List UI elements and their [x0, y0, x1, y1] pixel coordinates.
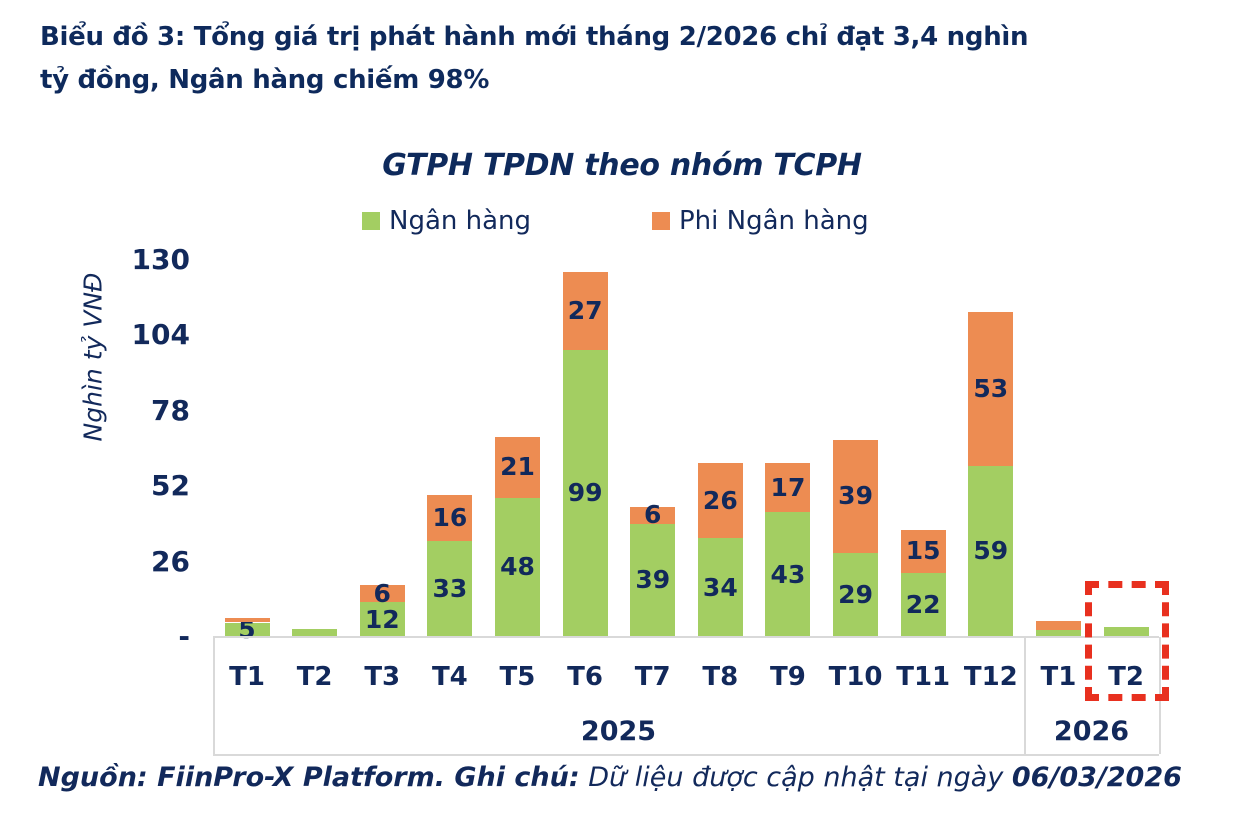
bar-value-label: 17 [770, 472, 806, 502]
bar-segment-non-bank [562, 271, 608, 350]
bar-value-label: 99 [567, 478, 603, 508]
figure-title-line-2: tỷ đồng, Ngân hàng chiếm 98% [40, 65, 490, 95]
bar-value-label: 6 [644, 500, 662, 530]
bar-segment-bank [562, 349, 608, 637]
legend-label-bank: Ngân hàng [389, 206, 532, 236]
x-tick-label: T10 [828, 662, 883, 692]
y-tick-label: - [178, 620, 190, 653]
bar-segment-bank [427, 541, 473, 637]
chart-title: GTPH TPDN theo nhóm TCPH [382, 148, 862, 183]
bar-value-label: 27 [567, 295, 603, 325]
legend-label-non-bank: Phi Ngân hàng [679, 206, 869, 236]
bar-segment-bank [292, 628, 338, 637]
bar-value-label: 53 [973, 374, 1009, 404]
bar-segment-non-bank [1035, 621, 1081, 631]
legend-swatch-non-bank-icon [652, 212, 670, 230]
x-tick-label: T2 [296, 662, 333, 692]
bar-value-label: 59 [973, 536, 1009, 566]
axis-group-separator-0 [213, 637, 215, 754]
x-tick-label: T1 [229, 662, 265, 692]
bar-segment-bank [1035, 630, 1081, 637]
bar-segment-non-bank [494, 436, 540, 498]
x-tick-label: T9 [770, 662, 806, 692]
bar-value-label: 6 [373, 578, 391, 608]
bar-segment-non-bank [833, 439, 879, 553]
bar-value-label: 39 [838, 481, 873, 511]
year-label: 2026 [1053, 716, 1130, 747]
bar-value-label: 26 [702, 485, 738, 515]
bar-segment-bank [1103, 627, 1149, 637]
y-tick-label: 104 [131, 318, 190, 352]
bar-value-label: 21 [500, 452, 535, 482]
bar-segment-bank [630, 523, 676, 637]
legend-swatch-bank-icon [362, 212, 380, 230]
x-tick-label: T8 [702, 662, 739, 692]
axis-group-separator-1 [1024, 637, 1026, 754]
y-tick-label: 78 [151, 393, 190, 427]
legend-item-bank: Ngân hàng [362, 204, 531, 238]
bar-segment-bank [833, 552, 879, 637]
bar-segment-non-bank [765, 463, 811, 513]
bar-segment-non-bank [968, 312, 1014, 466]
x-tick-label: T3 [364, 662, 401, 692]
bar-segment-non-bank [359, 584, 405, 603]
bar-segment-bank [765, 512, 811, 637]
y-tick-label: 130 [131, 243, 190, 276]
source-note: Nguồn: FiinPro-X Platform. Ghi chú: Dữ l… [38, 762, 1228, 793]
x-axis-baseline [213, 636, 1159, 638]
bar-segment-non-bank [697, 463, 743, 539]
bar-segment-non-bank [630, 506, 676, 524]
bar-segment-non-bank [427, 494, 473, 542]
bar-value-label: 39 [635, 565, 671, 595]
bar-segment-bank [968, 465, 1014, 637]
x-tick-label: T11 [896, 662, 951, 692]
bar-value-label: 29 [838, 579, 873, 609]
source-prefix: Nguồn: FiinPro-X Platform. Ghi chú: [38, 762, 580, 793]
year-label: 2025 [580, 716, 657, 747]
bar-segment-bank [900, 573, 946, 637]
bar-value-label: 22 [905, 590, 941, 620]
bar-value-label: 16 [432, 503, 468, 533]
x-tick-label: T1 [1040, 662, 1077, 692]
x-tick-label: T2 [1108, 662, 1144, 692]
y-tick-label: 52 [151, 469, 190, 503]
x-tick-label: T6 [567, 662, 603, 692]
bar-value-label: 15 [905, 536, 941, 566]
figure-title: Biểu đồ 3: Tổng giá trị phát hành mới th… [40, 16, 1230, 102]
bar-value-label: 12 [364, 604, 400, 634]
bar-segment-non-bank [900, 529, 946, 574]
source-date: 06/03/2026 [1011, 762, 1182, 793]
y-tick-label: 26 [151, 544, 190, 578]
x-tick-label: T4 [431, 662, 468, 692]
x-tick-label: T7 [634, 662, 671, 692]
x-tick-label: T12 [963, 662, 1018, 692]
bar-segment-bank [224, 622, 270, 637]
x-tick-label: T5 [499, 662, 536, 692]
highlight-box [1085, 581, 1169, 701]
axis-box-bottom-line [213, 754, 1159, 756]
bar-segment-bank [697, 538, 743, 637]
figure-title-line-1: Biểu đồ 3: Tổng giá trị phát hành mới th… [40, 22, 1029, 52]
legend-item-non-bank: Phi Ngân hàng [652, 204, 869, 238]
bar-value-label: 33 [432, 574, 468, 604]
bar-value-label: 48 [500, 552, 535, 582]
bar-segment-non-bank [224, 618, 270, 623]
bar-segment-bank [359, 602, 405, 637]
bar-value-label: 34 [702, 572, 738, 602]
bar-segment-bank [494, 497, 540, 637]
bar-value-label: 43 [770, 559, 806, 589]
source-body: Dữ liệu được cập nhật tại ngày [579, 762, 1012, 793]
